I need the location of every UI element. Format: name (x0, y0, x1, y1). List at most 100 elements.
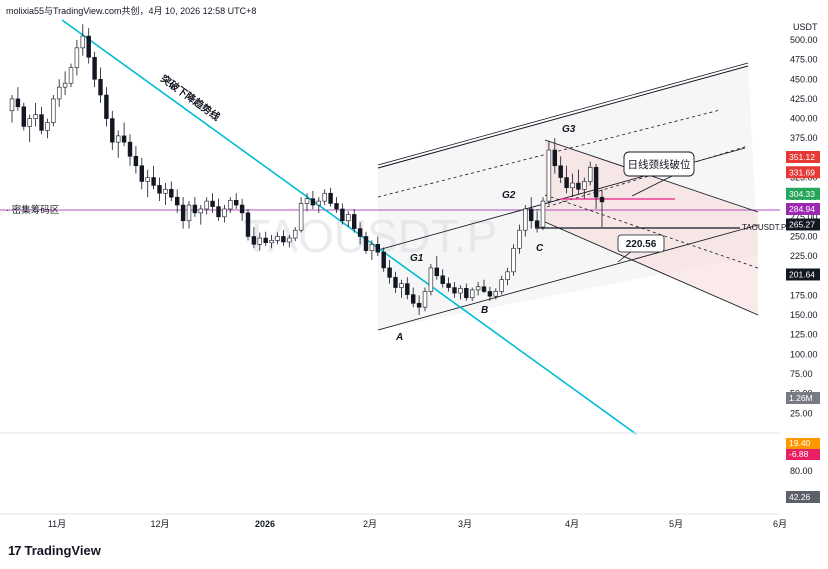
candle-body (422, 291, 428, 308)
candle-body (416, 302, 422, 308)
candle-body (163, 189, 168, 194)
candle-body (157, 185, 162, 194)
channel-dashed-mid (529, 145, 749, 213)
price-tick-label: 250.00 (790, 231, 818, 241)
candle-body (98, 78, 103, 96)
candle-body (56, 86, 62, 100)
descending-bottom-line (544, 221, 759, 316)
indicator-tag-2: -6.88 (789, 449, 809, 459)
price-tag-label: 331.69 (789, 167, 815, 177)
downtrend-line (61, 19, 637, 435)
price-tag-label: 265.27 (789, 219, 815, 229)
neckline-break-callout: 日线颈线破位 (623, 151, 695, 197)
indicator-tag-3: 42.26 (789, 492, 811, 502)
price-tick-label: 150.00 (790, 310, 818, 320)
candle-body (151, 177, 156, 186)
tradingview-logo[interactable]: 17 TradingView (8, 540, 101, 560)
candle-body (434, 267, 440, 277)
candle-body (440, 275, 445, 284)
candle-body (469, 289, 475, 299)
candle-body (511, 247, 516, 273)
price-tick-label: 125.00 (790, 330, 818, 340)
symbol-line-label: TAOUSDT.P (742, 223, 786, 232)
candle-body (576, 182, 581, 190)
candle-body (263, 237, 268, 244)
candle-body (381, 251, 386, 269)
tradingview-logo-text: TradingView (24, 542, 101, 558)
price-tick-label: 450.00 (790, 74, 818, 84)
channel-top-line-2 (377, 62, 749, 166)
candle-body (599, 196, 605, 203)
candle-body (540, 200, 546, 228)
time-tick-label: 3月 (458, 519, 472, 529)
price-tags: 351.12 331.69 304.33 284.94 265.27 201.64 (786, 151, 820, 281)
candle-body (104, 94, 109, 119)
indicator-axis-label: 80.00 (790, 466, 813, 476)
candle-body (357, 228, 363, 237)
candle-body (27, 118, 32, 127)
candle-body (239, 204, 245, 214)
candle-body (133, 156, 139, 167)
candle-body (558, 165, 563, 178)
time-tick-label: 6月 (773, 519, 787, 529)
indicator-tag-1: 19.40 (789, 438, 811, 448)
price-tag-label: 201.64 (789, 269, 815, 279)
candle-body (351, 214, 357, 229)
candle-body (346, 214, 351, 222)
candle-body (68, 67, 74, 84)
candle-body (186, 204, 192, 222)
price-tag-bg (786, 187, 820, 200)
header-text: molixia55与TradingView.com共创，4月 10, 2026 … (6, 6, 257, 16)
time-tick-label: 12月 (150, 519, 169, 529)
neckline-break-text: 日线颈线破位 (628, 158, 691, 171)
price-tick-label: 375.00 (790, 133, 818, 143)
point-label-b: B (481, 305, 488, 316)
candle-body (45, 122, 50, 131)
candle-body (399, 283, 404, 288)
candle-body (39, 114, 44, 131)
price-tick-label: 475.00 (790, 55, 818, 65)
candle-body (92, 56, 97, 80)
time-axis[interactable]: 11月 12月 2026 2月 3月 4月 5月 6月 (48, 519, 787, 529)
price-tag-label: 304.33 (789, 189, 815, 199)
price-tick-label: 100.00 (790, 349, 818, 359)
candle-body (587, 167, 593, 182)
accumulation-zone-label: · 密集筹码区 (6, 204, 60, 216)
candle-body (127, 141, 133, 157)
time-tick-label: 11月 (48, 519, 66, 529)
candle-body (523, 208, 528, 231)
price-tag-label: 351.12 (789, 152, 815, 162)
candle-body (257, 237, 263, 245)
support-level-callout: 220.56 (617, 234, 665, 263)
candle-body (387, 267, 392, 278)
candle-body (21, 106, 27, 127)
candle-body (304, 198, 310, 204)
price-tag-label: 284.94 (789, 204, 815, 214)
time-tick-label: 2月 (363, 519, 377, 529)
candle-body (204, 200, 209, 210)
point-label-g2: G2 (502, 190, 516, 201)
chart-header: molixia55与TradingView.com共创，4月 10, 2026 … (6, 4, 256, 17)
point-label-a: A (395, 332, 403, 343)
candle-body (475, 286, 481, 291)
candle-body (534, 220, 540, 228)
candle-body (80, 35, 86, 49)
price-tag-bg (786, 166, 820, 179)
channel-bottom-line (377, 224, 759, 331)
candle-body (316, 200, 322, 206)
price-tick-label: 75.00 (790, 369, 813, 379)
price-axis-unit: USDT (793, 22, 818, 32)
candle-body (564, 177, 569, 189)
point-label-c: C (536, 243, 544, 254)
candle-body (121, 135, 127, 143)
tradingview-logo-mark: 17 (8, 542, 22, 558)
point-label-g3: G3 (562, 124, 576, 135)
candle-body (233, 200, 239, 206)
candle-body (363, 236, 369, 251)
candle-body (15, 98, 21, 108)
price-tag-bg (786, 151, 820, 164)
candle-body (340, 208, 345, 222)
price-tick-label: 500.00 (790, 35, 818, 45)
candle-body (582, 181, 587, 190)
